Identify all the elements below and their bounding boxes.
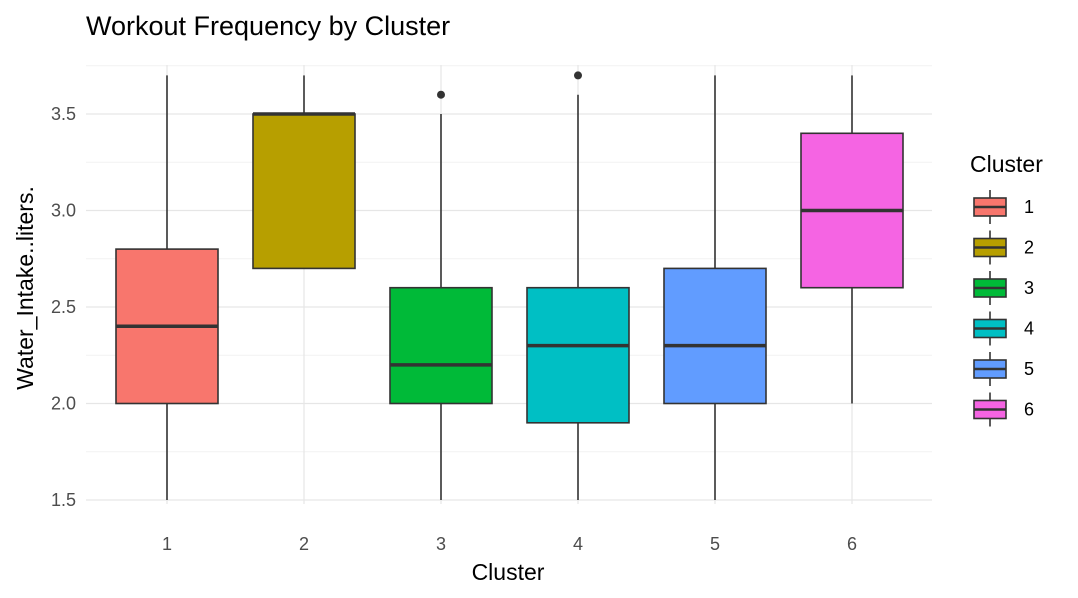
y-axis-title: Water_Intake..liters. xyxy=(12,186,38,390)
legend-item-5: 5 xyxy=(973,352,1034,386)
x-tick-label: 4 xyxy=(573,534,583,554)
box-layer xyxy=(115,71,904,500)
legend-item-4: 4 xyxy=(973,311,1034,346)
legend-item-1: 1 xyxy=(973,190,1034,224)
y-tick-label: 3.0 xyxy=(51,201,76,221)
y-tick-label: 2.0 xyxy=(51,394,76,414)
outlier-point xyxy=(437,90,445,99)
legend-label: 3 xyxy=(1024,278,1034,298)
x-tick-label: 1 xyxy=(162,534,172,554)
legend-label: 6 xyxy=(1024,400,1034,420)
box-group-cluster-3 xyxy=(389,90,493,500)
box xyxy=(663,267,767,405)
y-tick-label: 1.5 xyxy=(51,490,76,510)
x-tick-label: 3 xyxy=(436,534,446,554)
box xyxy=(252,113,356,270)
box xyxy=(389,286,493,405)
axis-layer: 1.5 2.0 2.5 3.0 3.5 1 2 3 4 5 6 xyxy=(51,104,857,554)
box-group-cluster-6 xyxy=(800,75,904,404)
legend-item-2: 2 xyxy=(973,230,1034,265)
box xyxy=(526,286,630,424)
legend-label: 2 xyxy=(1024,238,1034,258)
outlier-point xyxy=(574,71,582,80)
y-tick-label: 2.5 xyxy=(51,297,76,317)
legend: Cluster 1 2 3 4 5 6 xyxy=(970,151,1043,427)
y-tick-label: 3.5 xyxy=(51,104,76,124)
legend-label: 1 xyxy=(1024,197,1034,217)
box-group-cluster-5 xyxy=(663,75,767,500)
box-group-cluster-1 xyxy=(115,75,219,500)
box-group-cluster-4 xyxy=(526,71,630,500)
box-group-cluster-2 xyxy=(252,75,356,270)
chart-title: Workout Frequency by Cluster xyxy=(86,11,450,41)
legend-item-6: 6 xyxy=(973,392,1034,427)
x-axis-title: Cluster xyxy=(472,559,545,585)
legend-title: Cluster xyxy=(970,151,1043,177)
x-tick-label: 5 xyxy=(710,534,720,554)
legend-label: 5 xyxy=(1024,359,1034,379)
legend-item-3: 3 xyxy=(973,271,1034,305)
legend-label: 4 xyxy=(1024,319,1034,339)
x-tick-label: 6 xyxy=(847,534,857,554)
x-tick-label: 2 xyxy=(299,534,309,554)
